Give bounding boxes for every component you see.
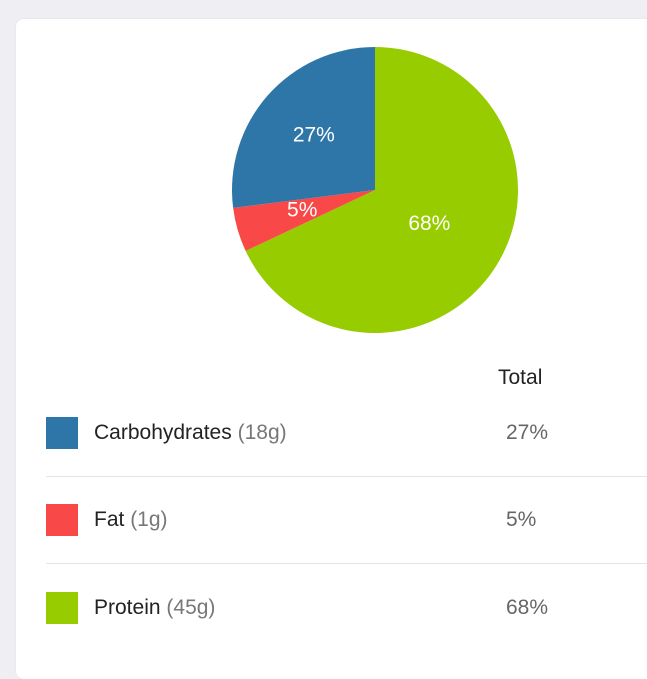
- nutrient-name: Fat: [94, 508, 125, 531]
- total-column-header: Total: [498, 366, 543, 389]
- carbohydrates-swatch: [46, 417, 78, 449]
- pie-slice-fat: [233, 190, 375, 251]
- table-row-fat: Fat (1g) 5%: [0, 476, 647, 564]
- macro-pie-chart: 27% 5% 68%: [231, 47, 518, 333]
- pie-svg: 27% 5% 68%: [231, 47, 518, 333]
- nutrient-percent: 68%: [506, 596, 549, 619]
- pie-label-fat: 5%: [287, 199, 317, 222]
- row-name: Carbohydrates (18g): [94, 421, 287, 445]
- fat-swatch: [46, 504, 78, 536]
- table-row-protein: Protein (45g) 68%: [0, 564, 647, 652]
- protein-swatch: [46, 592, 78, 624]
- nutrient-name: Protein: [94, 596, 161, 619]
- nutrient-quantity: (1g): [130, 508, 168, 531]
- row-name: Protein (45g): [94, 596, 215, 620]
- nutrient-quantity: (18g): [237, 421, 287, 444]
- pie-label-protein: 68%: [408, 212, 450, 235]
- nutrient-name: Carbohydrates: [94, 421, 232, 444]
- pie-slice-protein: [245, 47, 518, 333]
- pie-slice-carbohydrates: [231, 47, 375, 208]
- pie-label-carbohydrates: 27%: [293, 124, 335, 147]
- nutrient-quantity: (45g): [166, 596, 216, 619]
- nutrient-percent: 27%: [506, 421, 549, 444]
- nutrient-percent: 5%: [506, 508, 537, 531]
- table-row-carbohydrates: Carbohydrates (18g) 27%: [0, 389, 647, 477]
- row-name: Fat (1g): [94, 508, 168, 532]
